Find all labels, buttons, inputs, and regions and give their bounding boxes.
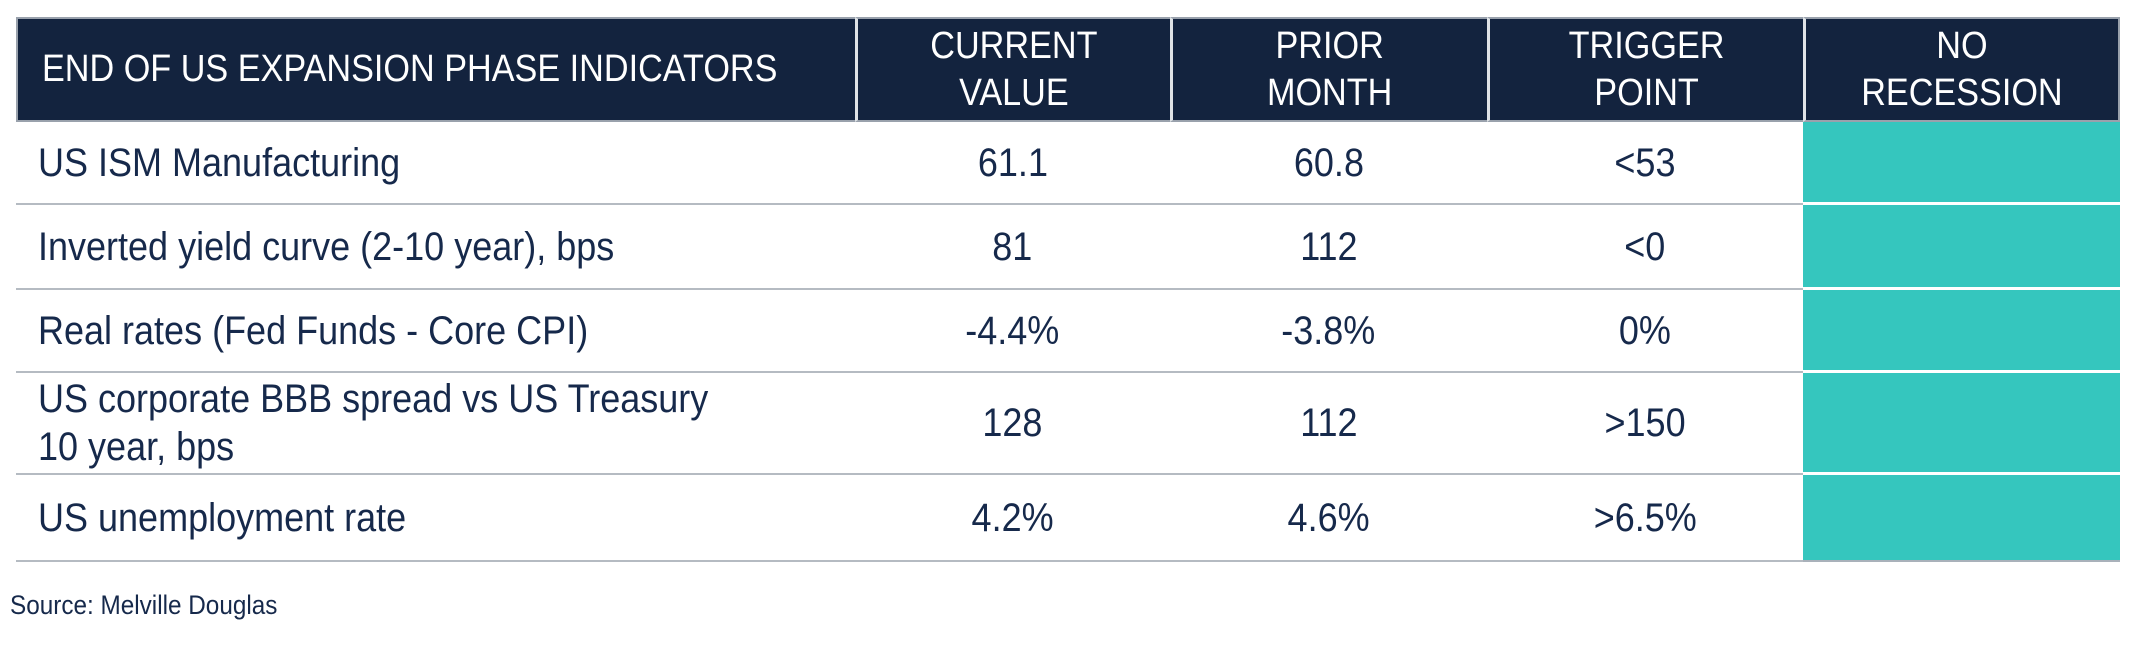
trigger-point-value: <53: [1614, 140, 1676, 185]
prior-month-value: 112: [1299, 401, 1358, 445]
source-note-label: Source: Melville Douglas: [10, 590, 278, 620]
prior-month-cell: 112: [1170, 205, 1487, 290]
no-recession-status-cell: [1803, 475, 2120, 562]
column-header-indicators-label: END OF US EXPANSION PHASE INDICATORS: [42, 48, 778, 91]
current-value: 81: [992, 224, 1033, 269]
indicator-name-cell: US unemployment rate: [16, 475, 855, 562]
trigger-point-cell: 0%: [1487, 290, 1803, 373]
trigger-point-value: 0%: [1618, 308, 1672, 353]
indicator-name-cell: Inverted yield curve (2-10 year), bps: [16, 205, 855, 290]
prior-month-cell: -3.8%: [1170, 290, 1487, 373]
no-recession-status-cell: [1803, 373, 2120, 475]
current-value-cell: 81: [855, 205, 1170, 290]
current-value: 61.1: [977, 140, 1048, 185]
column-header-trigger-point: TRIGGER POINT: [1487, 17, 1803, 122]
indicator-name: US corporate BBB spread vs US Treasury 1…: [38, 377, 709, 469]
indicator-name: US unemployment rate: [38, 495, 407, 540]
column-header-prior-month-label: PRIOR MONTH: [1267, 25, 1393, 114]
trigger-point-value: >6.5%: [1593, 495, 1697, 540]
column-header-no-recession-label: NO RECESSION: [1861, 25, 2063, 114]
column-header-current-value-label: CURRENT VALUE: [930, 25, 1098, 114]
indicator-name-cell: US ISM Manufacturing: [16, 122, 855, 205]
no-recession-status-cell: [1803, 122, 2120, 205]
current-value-cell: -4.4%: [855, 290, 1170, 373]
current-value: 4.2%: [971, 495, 1054, 540]
prior-month-cell: 112: [1170, 373, 1487, 475]
column-header-current-value: CURRENT VALUE: [855, 17, 1170, 122]
current-value-cell: 4.2%: [855, 475, 1170, 562]
column-header-prior-month: PRIOR MONTH: [1170, 17, 1487, 122]
no-recession-status-cell: [1803, 290, 2120, 373]
column-header-no-recession: NO RECESSION: [1803, 17, 2120, 122]
column-header-trigger-point-label: TRIGGER POINT: [1568, 25, 1725, 114]
current-value-cell: 128: [855, 373, 1170, 475]
prior-month-value: 4.6%: [1287, 495, 1370, 540]
indicator-name-cell: Real rates (Fed Funds - Core CPI): [16, 290, 855, 373]
column-header-indicators: END OF US EXPANSION PHASE INDICATORS: [16, 17, 855, 122]
prior-month-cell: 4.6%: [1170, 475, 1487, 562]
prior-month-value: -3.8%: [1281, 308, 1376, 353]
indicators-table: END OF US EXPANSION PHASE INDICATORS CUR…: [16, 17, 2120, 562]
current-value-cell: 61.1: [855, 122, 1170, 205]
trigger-point-value: <0: [1624, 224, 1666, 269]
indicator-name: Real rates (Fed Funds - Core CPI): [38, 308, 589, 353]
prior-month-cell: 60.8: [1170, 122, 1487, 205]
prior-month-value: 60.8: [1293, 140, 1364, 185]
trigger-point-value: >150: [1604, 401, 1686, 445]
current-value: 128: [982, 401, 1043, 445]
trigger-point-cell: >150: [1487, 373, 1803, 475]
indicator-name-cell: US corporate BBB spread vs US Treasury 1…: [16, 373, 855, 475]
trigger-point-cell: >6.5%: [1487, 475, 1803, 562]
trigger-point-cell: <53: [1487, 122, 1803, 205]
indicator-name: US ISM Manufacturing: [38, 140, 401, 185]
trigger-point-cell: <0: [1487, 205, 1803, 290]
current-value: -4.4%: [965, 308, 1060, 353]
no-recession-status-cell: [1803, 205, 2120, 290]
prior-month-value: 112: [1299, 224, 1358, 269]
source-note: Source: Melville Douglas: [10, 590, 307, 621]
indicator-name: Inverted yield curve (2-10 year), bps: [38, 224, 615, 269]
